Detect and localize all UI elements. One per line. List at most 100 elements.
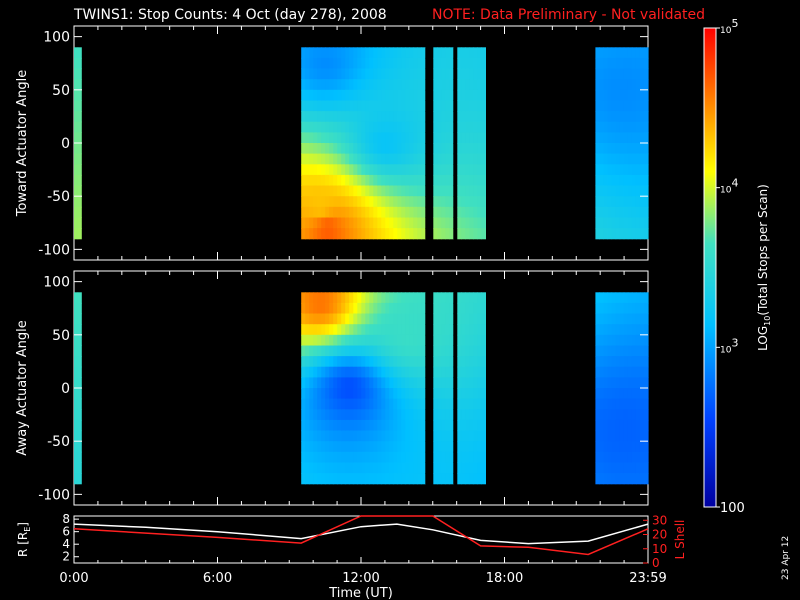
heat-cell	[615, 398, 621, 410]
heat-cell	[453, 388, 458, 400]
heat-cell	[603, 185, 609, 197]
heat-cell	[644, 57, 649, 70]
heat-cell	[377, 57, 382, 70]
heat-cell	[457, 100, 462, 112]
heat-cell	[345, 100, 350, 112]
heat-cell	[417, 334, 422, 346]
heat-cell	[77, 292, 82, 304]
heat-cell	[361, 185, 366, 197]
heat-cell	[337, 153, 342, 165]
heat-cell	[361, 174, 366, 187]
heat-cell	[317, 89, 322, 101]
heat-cell	[421, 111, 426, 123]
heat-cell	[377, 47, 382, 59]
heat-cell	[437, 196, 442, 208]
heat-cell	[611, 132, 617, 144]
heat-cell	[301, 462, 306, 474]
heat-cell	[405, 398, 410, 410]
heat-cell	[321, 430, 326, 442]
heat-cell	[441, 47, 446, 59]
heat-cell	[397, 100, 402, 112]
colorbar-tick-exp: 3	[731, 336, 738, 349]
heat-cell	[639, 356, 645, 368]
heat-cell	[313, 473, 318, 485]
heat-cell	[461, 57, 466, 70]
heat-cell	[635, 57, 641, 70]
heat-cell	[425, 89, 430, 101]
heat-cell	[369, 334, 374, 346]
heat-cell	[369, 164, 374, 176]
heat-cell	[345, 313, 350, 325]
heat-cell	[333, 398, 338, 410]
heat-cell	[635, 324, 641, 336]
heat-cell	[409, 174, 414, 187]
heat-cell	[381, 313, 386, 325]
heat-cell	[481, 419, 486, 432]
heat-cell	[595, 366, 600, 378]
heat-cell	[321, 345, 326, 357]
heat-cell	[365, 217, 370, 229]
heat-cell	[397, 68, 402, 80]
heat-cell	[74, 377, 79, 389]
heat-cell	[309, 68, 314, 80]
heat-cell	[325, 57, 330, 70]
heat-cell	[461, 121, 466, 133]
heat-cell	[401, 430, 406, 442]
heat-cell	[631, 206, 637, 218]
heat-cell	[615, 313, 621, 325]
heat-cell	[317, 111, 322, 123]
heat-cell	[615, 68, 621, 80]
heat-cell	[619, 398, 625, 410]
heat-cell	[469, 366, 474, 378]
heat-cell	[639, 57, 645, 70]
heat-cell	[393, 419, 398, 432]
heat-cell	[309, 419, 314, 432]
heat-cell	[389, 132, 394, 144]
heat-cell	[635, 206, 641, 218]
heat-cell	[373, 132, 378, 144]
heat-cell	[77, 206, 82, 218]
heat-cell	[301, 473, 306, 485]
heat-cell	[401, 153, 406, 165]
heat-cell	[644, 228, 649, 240]
heat-cell	[345, 47, 350, 59]
heat-cell	[457, 388, 462, 400]
heat-cell	[445, 185, 450, 197]
heat-cell	[317, 47, 322, 59]
heat-cell	[611, 47, 617, 59]
heat-cell	[413, 345, 418, 357]
heat-cell	[381, 473, 386, 485]
heat-cell	[603, 430, 609, 442]
heat-cell	[373, 111, 378, 123]
lshell-tick-label: 20	[652, 528, 667, 542]
heat-cell	[445, 388, 450, 400]
heat-cell	[421, 292, 426, 304]
heat-cell	[74, 292, 79, 304]
heat-cell	[644, 292, 649, 304]
heat-cell	[349, 388, 354, 400]
heat-cell	[389, 409, 394, 421]
heat-cell	[631, 164, 637, 176]
heat-cell	[405, 68, 410, 80]
heat-cell	[349, 409, 354, 421]
heat-cell	[619, 313, 625, 325]
heat-cell	[449, 356, 454, 368]
heat-cell	[437, 111, 442, 123]
heat-cell	[361, 356, 366, 368]
heat-cell	[333, 89, 338, 101]
heat-cell	[603, 366, 609, 378]
heat-cell	[74, 302, 79, 315]
heat-cell	[393, 462, 398, 474]
heat-cell	[409, 388, 414, 400]
heat-cell	[309, 185, 314, 197]
heat-cell	[425, 185, 430, 197]
heat-cell	[329, 217, 334, 229]
heat-cell	[595, 206, 600, 218]
heat-cell	[477, 217, 482, 229]
heat-cell	[329, 111, 334, 123]
heat-cell	[603, 57, 609, 70]
heat-cell	[377, 313, 382, 325]
heat-cell	[644, 451, 649, 463]
heat-cell	[333, 111, 338, 123]
heat-cell	[465, 79, 470, 91]
